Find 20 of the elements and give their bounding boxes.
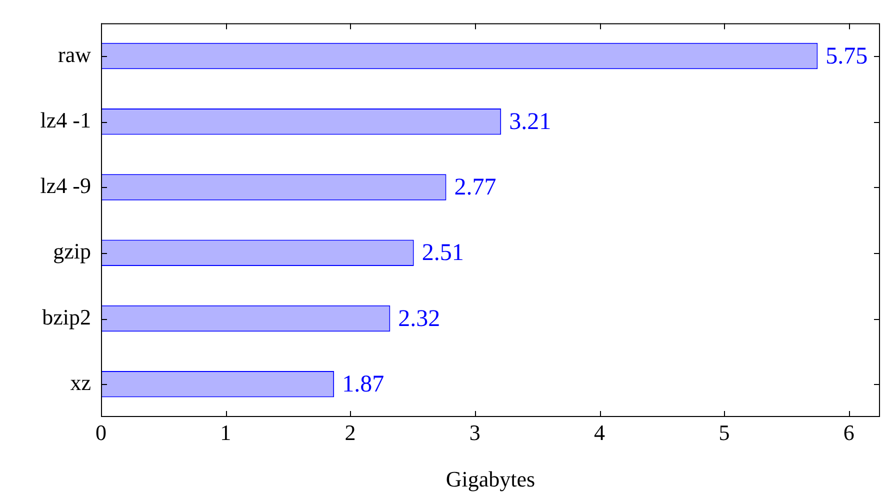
y-tick-label: xz	[70, 370, 92, 395]
x-tick-label: 1	[220, 420, 232, 445]
data-label: 2.51	[422, 240, 464, 266]
y-tick-label: gzip	[53, 238, 91, 264]
y-tick-label: bzip2	[42, 304, 91, 330]
x-tick-label: 6	[843, 420, 854, 445]
x-tick-label: 2	[344, 420, 356, 445]
y-tick-label: lz4 -1	[40, 107, 91, 132]
x-tick-label: 3	[469, 420, 480, 445]
data-label: 5.75	[826, 43, 868, 70]
x-tick-label: 4	[594, 420, 606, 445]
x-axis-title: Gigabytes	[446, 466, 536, 492]
y-tick-label: lz4 -9	[40, 173, 91, 198]
data-label: 2.77	[454, 174, 496, 201]
x-tick-label: 5	[718, 420, 730, 445]
x-tick-label: 0	[96, 420, 106, 445]
data-label: 3.21	[509, 108, 552, 135]
y-tick-label: raw	[58, 42, 92, 67]
data-label: 2.32	[398, 306, 440, 332]
data-label: 1.87	[342, 371, 384, 398]
